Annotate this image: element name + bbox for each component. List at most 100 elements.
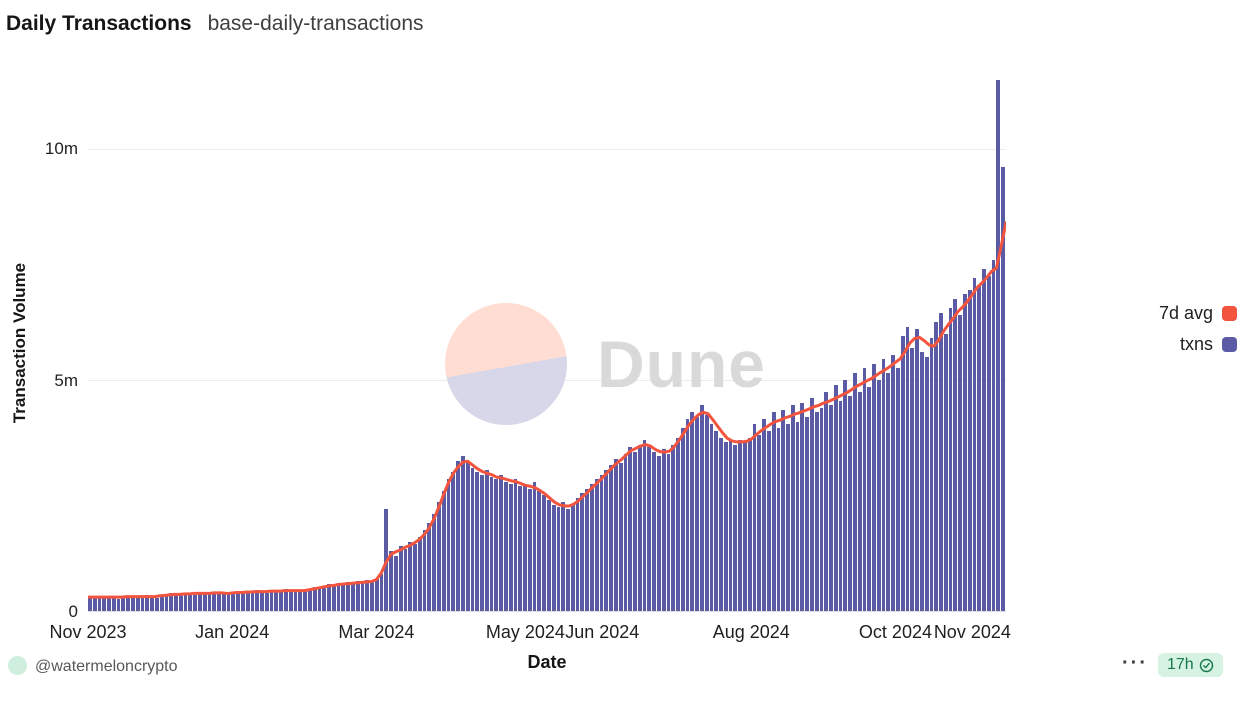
legend-item-7d-avg[interactable]: 7d avg	[1159, 303, 1237, 324]
bar[interactable]	[398, 546, 403, 611]
bar[interactable]	[613, 458, 618, 611]
bar[interactable]	[350, 583, 355, 611]
bar[interactable]	[260, 591, 264, 611]
bar[interactable]	[786, 423, 790, 611]
bar[interactable]	[293, 591, 298, 611]
more-options-button[interactable]: ···	[1122, 652, 1148, 674]
bar[interactable]	[226, 594, 231, 611]
bar[interactable]	[140, 597, 145, 611]
bar[interactable]	[537, 490, 542, 611]
bar[interactable]	[307, 588, 312, 611]
bar[interactable]	[723, 442, 728, 611]
bar[interactable]	[499, 474, 503, 611]
bar[interactable]	[92, 597, 97, 611]
bar[interactable]	[958, 315, 962, 611]
bar[interactable]	[857, 391, 862, 611]
bar[interactable]	[188, 593, 193, 611]
bar[interactable]	[599, 474, 604, 611]
bar[interactable]	[747, 437, 752, 611]
bar[interactable]	[714, 430, 719, 611]
bar[interactable]	[910, 347, 915, 611]
bar[interactable]	[126, 596, 131, 611]
bar[interactable]	[503, 481, 508, 611]
bar[interactable]	[360, 582, 365, 611]
bar[interactable]	[900, 336, 905, 611]
bar[interactable]	[814, 412, 819, 611]
bar[interactable]	[743, 442, 747, 611]
bar[interactable]	[575, 497, 580, 611]
bar[interactable]	[886, 373, 891, 611]
bar[interactable]	[288, 590, 293, 611]
bar[interactable]	[331, 586, 336, 611]
bar[interactable]	[719, 437, 723, 611]
bar[interactable]	[284, 589, 288, 611]
bar[interactable]	[819, 407, 824, 611]
bar[interactable]	[628, 446, 633, 611]
bar[interactable]	[484, 470, 489, 611]
bar[interactable]	[437, 502, 441, 611]
bar[interactable]	[905, 326, 910, 611]
bar[interactable]	[475, 472, 480, 611]
bar[interactable]	[833, 384, 838, 611]
bar[interactable]	[824, 391, 829, 611]
bar[interactable]	[427, 523, 432, 611]
bar[interactable]	[207, 594, 212, 611]
bar[interactable]	[929, 338, 934, 611]
bar[interactable]	[384, 509, 389, 611]
bar[interactable]	[408, 541, 413, 611]
bar[interactable]	[394, 555, 398, 611]
bar[interactable]	[623, 453, 628, 611]
bar[interactable]	[661, 449, 666, 611]
bar[interactable]	[494, 479, 499, 611]
bar[interactable]	[135, 596, 140, 611]
bar[interactable]	[174, 594, 178, 611]
bar[interactable]	[766, 430, 771, 611]
bar[interactable]	[264, 592, 269, 611]
bar[interactable]	[111, 597, 116, 611]
bar[interactable]	[795, 421, 800, 611]
bar[interactable]	[365, 580, 370, 611]
bar[interactable]	[709, 423, 714, 611]
bar[interactable]	[805, 416, 809, 611]
bar[interactable]	[197, 592, 202, 611]
bar[interactable]	[604, 470, 609, 611]
bars[interactable]	[88, 75, 1006, 611]
bar[interactable]	[915, 329, 919, 611]
bar[interactable]	[666, 453, 671, 611]
bar[interactable]	[212, 592, 217, 611]
bar[interactable]	[236, 593, 240, 611]
bar[interactable]	[379, 574, 384, 611]
bar[interactable]	[417, 537, 422, 611]
bar[interactable]	[580, 493, 585, 611]
bar[interactable]	[656, 456, 661, 611]
bar[interactable]	[838, 400, 843, 611]
bar[interactable]	[336, 583, 341, 611]
bar[interactable]	[829, 405, 833, 611]
bar[interactable]	[88, 597, 92, 611]
bar[interactable]	[121, 595, 126, 611]
bar[interactable]	[943, 333, 948, 611]
bar[interactable]	[633, 451, 637, 611]
bar[interactable]	[671, 444, 676, 611]
bar[interactable]	[618, 463, 623, 611]
bar[interactable]	[867, 386, 872, 611]
bar[interactable]	[470, 467, 475, 611]
bar[interactable]	[193, 594, 197, 611]
bar[interactable]	[967, 289, 972, 611]
bar[interactable]	[977, 285, 982, 611]
bar[interactable]	[728, 440, 733, 611]
bar[interactable]	[518, 486, 523, 611]
bar[interactable]	[757, 435, 762, 611]
bar[interactable]	[217, 591, 221, 611]
bar[interactable]	[919, 352, 924, 611]
bar[interactable]	[169, 593, 174, 611]
bar[interactable]	[489, 477, 494, 611]
bar[interactable]	[422, 530, 427, 611]
bar[interactable]	[355, 580, 360, 611]
refresh-age-badge[interactable]: 17h	[1158, 653, 1223, 677]
bar[interactable]	[948, 308, 953, 611]
bar[interactable]	[896, 368, 900, 611]
bar[interactable]	[881, 359, 886, 611]
bar[interactable]	[862, 368, 867, 611]
bar[interactable]	[250, 592, 255, 611]
